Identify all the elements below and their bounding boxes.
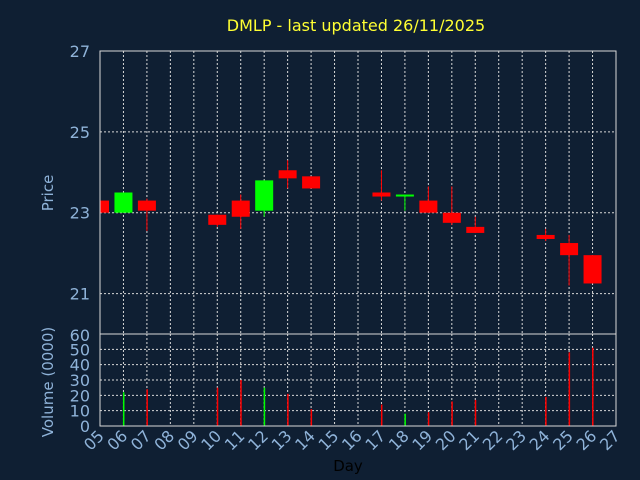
candle-body bbox=[100, 200, 109, 213]
candle-body bbox=[442, 212, 461, 223]
candle-body bbox=[583, 255, 602, 284]
candle-body bbox=[395, 194, 414, 197]
volume-bar bbox=[310, 409, 313, 426]
volume-tick-label: 30 bbox=[70, 371, 90, 390]
volume-axis-label: Volume (0000) bbox=[39, 327, 57, 437]
volume-bar bbox=[592, 347, 594, 426]
price-tick-label: 25 bbox=[70, 123, 90, 142]
volume-tick-label: 20 bbox=[70, 386, 90, 405]
candle-body bbox=[419, 200, 438, 213]
volume-bar bbox=[474, 399, 477, 426]
volume-bar bbox=[263, 387, 266, 426]
day-axis-label: Day bbox=[333, 457, 363, 475]
candle-body bbox=[372, 192, 391, 197]
candle-body bbox=[231, 200, 250, 217]
volume-panel-frame bbox=[99, 333, 617, 427]
volume-bar bbox=[146, 389, 148, 426]
volume-bar bbox=[240, 380, 242, 426]
volume-tick-label: 10 bbox=[70, 402, 90, 421]
chart-title: DMLP - last updated 26/11/2025 bbox=[227, 16, 485, 35]
price-axis-label: Price bbox=[39, 175, 57, 212]
candle-body bbox=[278, 170, 297, 179]
candle-body bbox=[560, 243, 579, 256]
volume-bar bbox=[545, 396, 547, 426]
volume-tick-label: 60 bbox=[70, 326, 90, 345]
volume-bar bbox=[287, 393, 289, 426]
volume-tick-label: 40 bbox=[70, 356, 90, 375]
volume-bar bbox=[380, 404, 383, 426]
volume-bar bbox=[122, 392, 125, 426]
volume-bar bbox=[451, 401, 453, 426]
volume-tick-label: 0 bbox=[80, 417, 90, 436]
candle-body bbox=[302, 176, 321, 189]
price-tick-label: 23 bbox=[70, 204, 90, 223]
candle-body bbox=[137, 200, 156, 211]
volume-tick-label: 50 bbox=[70, 340, 90, 359]
volume-bar bbox=[427, 412, 430, 426]
price-tick-label: 21 bbox=[70, 285, 90, 304]
candle-body bbox=[208, 214, 227, 225]
candle-body bbox=[466, 226, 485, 233]
candle-body bbox=[114, 192, 133, 213]
volume-bar bbox=[216, 387, 219, 426]
day-tick-label: 27 bbox=[596, 426, 624, 454]
candle-body bbox=[536, 234, 555, 239]
volume-bar bbox=[568, 352, 571, 426]
price-tick-label: 27 bbox=[70, 42, 90, 61]
candle-body bbox=[255, 180, 274, 211]
volume-bar bbox=[404, 413, 406, 426]
